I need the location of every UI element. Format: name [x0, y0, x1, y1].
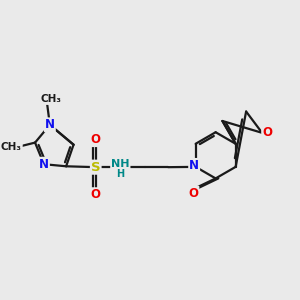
- Text: O: O: [91, 188, 101, 201]
- Text: CH₃: CH₃: [1, 142, 22, 152]
- Text: N: N: [189, 159, 199, 172]
- Text: O: O: [91, 133, 101, 146]
- Text: N: N: [45, 118, 55, 131]
- Text: CH₃: CH₃: [41, 94, 62, 104]
- Text: H: H: [116, 169, 124, 179]
- Text: S: S: [91, 161, 100, 174]
- Text: O: O: [262, 126, 272, 139]
- Text: NH: NH: [111, 159, 130, 169]
- Text: O: O: [188, 187, 198, 200]
- Text: N: N: [39, 158, 49, 171]
